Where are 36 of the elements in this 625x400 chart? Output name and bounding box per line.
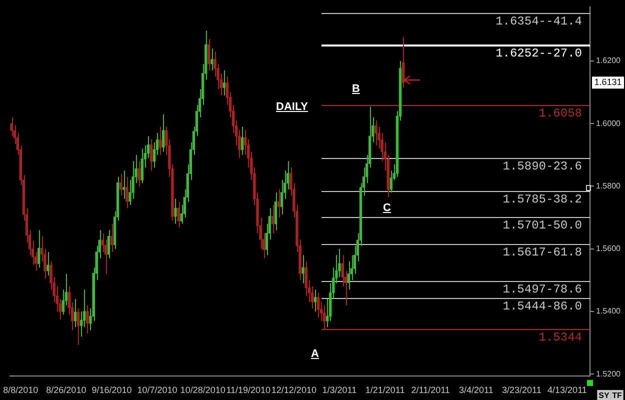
ref-line-label: 1.5497-78.6	[502, 282, 582, 297]
annotation: C	[383, 202, 391, 215]
text: TF	[612, 391, 622, 400]
annotation: 1.6131	[594, 77, 622, 88]
annotation: B	[352, 83, 360, 96]
y-tick-label: 1.5800	[596, 181, 622, 190]
x-tick-label: 12/12/2010	[271, 384, 316, 395]
ref-line-label: 1.5785-38.2	[502, 192, 582, 207]
annotation: A	[311, 348, 319, 361]
ref-line-label: 1.5344	[538, 330, 582, 345]
y-tick-label: 1.5600	[596, 244, 622, 254]
y-tick-label: 1.6200	[596, 56, 622, 66]
x-tick-label: 10/7/2010	[137, 384, 178, 395]
x-tick-label: 8/8/2010	[3, 384, 38, 395]
x-tick-label: 8/26/2010	[46, 384, 86, 395]
x-tick-label: 1/3/2011	[322, 384, 357, 395]
ref-line-label: 1.6252--27.0	[496, 46, 582, 61]
ref-line-label: 1.5890-23.6	[502, 160, 582, 174]
y-tick-label: 1.6000	[596, 118, 622, 128]
x-tick-label: 4/13/2011	[548, 384, 587, 395]
ref-line-label: 1.6058	[538, 106, 582, 121]
text: SY	[598, 391, 610, 400]
ref-line-label: 1.5617-61.8	[502, 246, 582, 260]
ref-line-label: 1.6354--41.4	[496, 14, 582, 29]
x-tick-label: 2/11/2011	[411, 384, 450, 395]
x-tick-label: 9/16/2010	[92, 384, 132, 395]
x-tick-label: 1/21/2011	[365, 384, 405, 395]
x-tick-label: 3/4/2011	[458, 384, 494, 395]
ref-line-label: 1.5444-86.0	[502, 300, 582, 314]
x-tick-label: 10/28/2010	[180, 384, 226, 395]
x-tick-label: 11/19/2010	[226, 384, 271, 395]
x-tick-label: 3/23/2011	[502, 384, 542, 395]
y-tick-label: 1.5400	[596, 306, 622, 316]
annotation: DAILY	[276, 101, 308, 114]
ref-line-label: 1.5701-50.0	[502, 218, 582, 233]
y-tick-label: 1.5200	[596, 369, 622, 378]
